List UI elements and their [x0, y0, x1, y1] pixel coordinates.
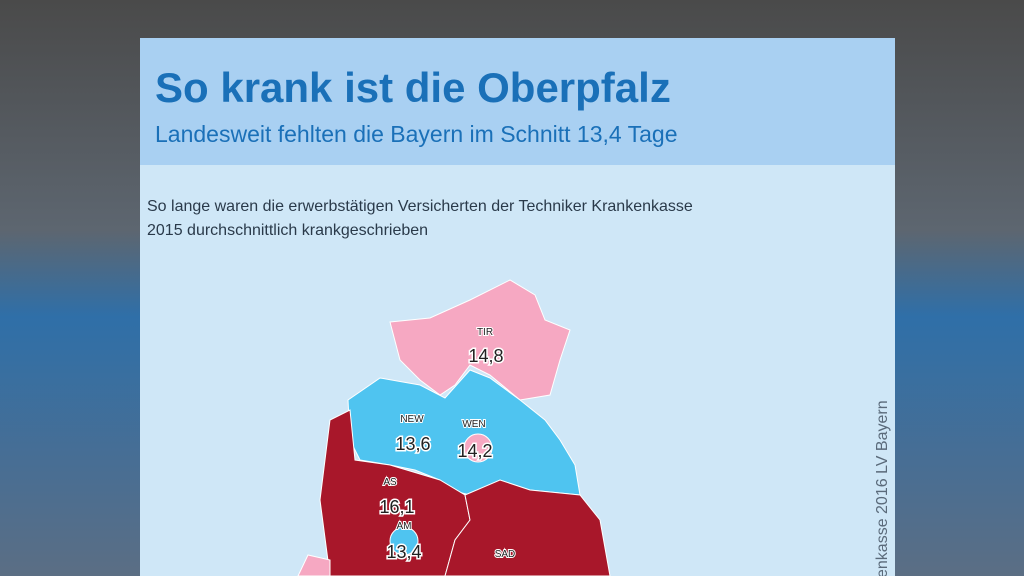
region-value: 13,4: [386, 542, 421, 562]
title: So krank ist die Oberpfalz: [155, 64, 671, 111]
region-value: 14,8: [468, 346, 503, 366]
region-value: 13,6: [395, 434, 430, 454]
region-wen: [463, 433, 493, 463]
region-code: AM: [397, 521, 412, 532]
description: 2015 durchschnittlich krankgeschrieben: [147, 222, 428, 239]
region-code: NEW: [400, 414, 424, 425]
region-pink-sw: [297, 554, 331, 576]
region-value: 16,1: [379, 497, 414, 517]
region-sad: [444, 479, 611, 576]
region-code: TIR: [477, 327, 493, 338]
subtitle: Landesweit fehlten die Bayern im Schnitt…: [155, 121, 678, 147]
source: enkasse 2016 LV Bayern: [874, 400, 891, 576]
region-code: SAD: [495, 549, 516, 560]
region-tir: [389, 279, 571, 401]
header-band: [140, 38, 895, 165]
region-am: [389, 526, 419, 556]
region-value: 14,2: [457, 441, 492, 461]
map: [297, 279, 611, 576]
region-code: WEN: [462, 419, 485, 430]
description: So lange waren die erwerbstätigen Versic…: [147, 198, 693, 215]
region-code: AS: [383, 477, 397, 488]
